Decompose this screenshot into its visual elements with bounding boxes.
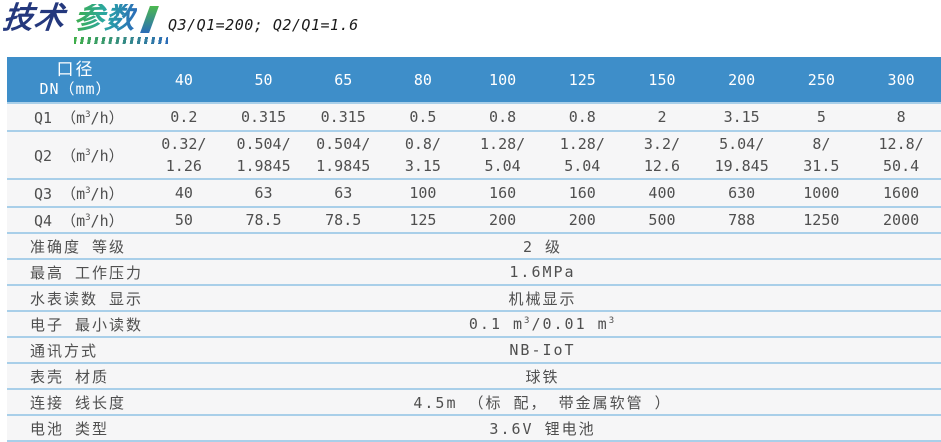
value-cell: 630 xyxy=(701,179,782,207)
logo-text-primary: 技术 xyxy=(1,2,67,35)
row-label-q4: Q4 （m3/h） xyxy=(7,207,144,233)
value-cell: 0.504/1.9845 xyxy=(303,131,384,179)
value-cell: 1.28/5.04 xyxy=(542,131,623,179)
dn-column-header: 65 xyxy=(303,57,384,103)
table-row-q2: Q2 （m3/h） 0.32/1.26 0.504/1.9845 0.504/1… xyxy=(7,131,941,179)
spec-label: 准确度 等级 xyxy=(7,233,144,259)
row-label-q3: Q3 （m3/h） xyxy=(7,179,144,207)
table-row-battery-type: 电池 类型 3.6V 锂电池 xyxy=(7,415,941,441)
dn-column-header: 200 xyxy=(701,57,782,103)
value-cell: 0.504/1.9845 xyxy=(223,131,304,179)
dn-column-header: 50 xyxy=(223,57,304,103)
table-row-accuracy: 准确度 等级 2 级 xyxy=(7,233,941,259)
value-cell: 200 xyxy=(462,207,543,233)
spec-table: 口径 DN（mm） 40 50 65 80 100 125 150 200 25… xyxy=(7,57,941,442)
spec-label: 表壳 材质 xyxy=(7,363,144,389)
value-cell: 8 xyxy=(861,103,941,131)
value-cell: 1000 xyxy=(781,179,862,207)
logo-slash-icon xyxy=(140,6,159,33)
logo-text-secondary: 参数 xyxy=(72,2,138,35)
value-cell: 160 xyxy=(462,179,543,207)
table-row-q4: Q4 （m3/h） 50 78.5 78.5 125 200 200 500 7… xyxy=(7,207,941,233)
value-cell: 0.8 xyxy=(462,103,543,131)
ratio-subtitle: Q3/Q1=200; Q2/Q1=1.6 xyxy=(168,16,359,34)
row-label-q2: Q2 （m3/h） xyxy=(7,131,144,179)
value-cell: 500 xyxy=(622,207,702,233)
value-cell: 78.5 xyxy=(223,207,304,233)
dn-column-header: 125 xyxy=(542,57,623,103)
value-cell: 40 xyxy=(144,179,224,207)
spec-value: 1.6MPa xyxy=(144,259,941,285)
table-row-q3: Q3 （m3/h） 40 63 63 100 160 160 400 630 1… xyxy=(7,179,941,207)
value-cell: 0.315 xyxy=(223,103,304,131)
logo: 技术 参数 Q3/Q1=200; Q2/Q1=1.6 xyxy=(1,2,359,35)
value-cell: 788 xyxy=(701,207,782,233)
table-row-q1: Q1 （m3/h） 0.2 0.315 0.315 0.5 0.8 0.8 2 … xyxy=(7,103,941,131)
value-cell: 1600 xyxy=(861,179,941,207)
value-cell: 3.15 xyxy=(701,103,782,131)
dn-column-header: 150 xyxy=(622,57,702,103)
value-cell: 0.8 xyxy=(542,103,623,131)
spec-value: 0.1 m3/0.01 m3 xyxy=(144,311,941,337)
value-cell: 2000 xyxy=(861,207,941,233)
value-cell: 2 xyxy=(622,103,702,131)
spec-value: NB-IoT xyxy=(144,337,941,363)
spec-label: 最高 工作压力 xyxy=(7,259,144,285)
logo-hatch-icon xyxy=(74,37,168,44)
value-cell: 63 xyxy=(303,179,384,207)
spec-label: 水表读数 显示 xyxy=(7,285,144,311)
value-cell: 8/31.5 xyxy=(781,131,862,179)
value-cell: 125 xyxy=(383,207,463,233)
row-label-q1: Q1 （m3/h） xyxy=(7,103,144,131)
value-cell: 3.2/12.6 xyxy=(622,131,702,179)
value-cell: 0.2 xyxy=(144,103,224,131)
spec-value: 球铁 xyxy=(144,363,941,389)
spec-label: 电池 类型 xyxy=(7,415,144,441)
value-cell: 0.315 xyxy=(303,103,384,131)
value-cell: 5.04/19.845 xyxy=(701,131,782,179)
spec-value: 3.6V 锂电池 xyxy=(144,415,941,441)
spec-label: 通讯方式 xyxy=(7,337,144,363)
dn-column-header: 250 xyxy=(781,57,862,103)
value-cell: 400 xyxy=(622,179,702,207)
corner-header-cell: 口径 DN（mm） xyxy=(7,57,144,103)
page-header: 技术 参数 Q3/Q1=200; Q2/Q1=1.6 xyxy=(0,0,941,57)
value-cell: 63 xyxy=(223,179,304,207)
corner-header-line1: 口径 xyxy=(56,60,95,80)
dn-column-header: 80 xyxy=(383,57,463,103)
spec-value: 机械显示 xyxy=(144,285,941,311)
value-cell: 1250 xyxy=(781,207,862,233)
value-cell: 50 xyxy=(144,207,224,233)
table-row-comm-mode: 通讯方式 NB-IoT xyxy=(7,337,941,363)
spec-value: 4.5m （标 配， 带金属软管 ） xyxy=(144,389,941,415)
value-cell: 0.8/3.15 xyxy=(383,131,463,179)
value-cell: 160 xyxy=(542,179,623,207)
value-cell: 0.5 xyxy=(383,103,463,131)
value-cell: 78.5 xyxy=(303,207,384,233)
table-row-body-material: 表壳 材质 球铁 xyxy=(7,363,941,389)
value-cell: 12.8/50.4 xyxy=(861,131,941,179)
table-header-row: 口径 DN（mm） 40 50 65 80 100 125 150 200 25… xyxy=(7,57,941,103)
corner-header-line2: DN（mm） xyxy=(39,80,112,98)
value-cell: 5 xyxy=(781,103,862,131)
spec-label: 连接 线长度 xyxy=(7,389,144,415)
table-row-max-pressure: 最高 工作压力 1.6MPa xyxy=(7,259,941,285)
value-cell: 0.32/1.26 xyxy=(144,131,224,179)
table-row-min-reading: 电子 最小读数 0.1 m3/0.01 m3 xyxy=(7,311,941,337)
value-cell: 100 xyxy=(383,179,463,207)
table-row-reading-display: 水表读数 显示 机械显示 xyxy=(7,285,941,311)
value-cell: 1.28/5.04 xyxy=(462,131,543,179)
value-cell: 200 xyxy=(542,207,623,233)
dn-column-header: 100 xyxy=(462,57,543,103)
spec-label: 电子 最小读数 xyxy=(7,311,144,337)
dn-column-header: 40 xyxy=(144,57,224,103)
spec-value: 2 级 xyxy=(144,233,941,259)
table-row-cable-length: 连接 线长度 4.5m （标 配， 带金属软管 ） xyxy=(7,389,941,415)
dn-column-header: 300 xyxy=(861,57,941,103)
